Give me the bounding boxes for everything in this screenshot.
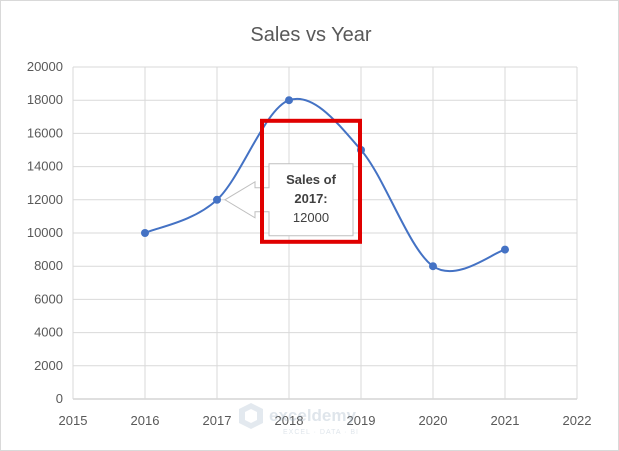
y-tick-label: 14000: [27, 159, 63, 174]
x-tick-label: 2017: [203, 413, 232, 428]
y-axis-tick-labels: 0 2000 4000 6000 8000 10000 12000 14000 16000 180…: [27, 59, 63, 406]
watermark-logo: exceldemy EXCEL · DATA · BI: [239, 403, 359, 436]
data-point-marker: [213, 195, 221, 204]
y-tick-label: 8000: [34, 258, 63, 273]
watermark-tagline: EXCEL · DATA · BI: [283, 429, 359, 436]
x-tick-label: 2019: [347, 413, 376, 428]
x-tick-label: 2016: [131, 413, 160, 428]
callout-shape: [224, 163, 354, 237]
callout-label-line1: Sales of: [286, 172, 337, 187]
data-point-marker: [501, 245, 509, 254]
x-tick-label: 2018: [275, 413, 304, 428]
y-tick-label: 16000: [27, 125, 63, 140]
data-point-marker: [429, 262, 437, 271]
chart-title: Sales vs Year: [250, 24, 372, 46]
y-tick-label: 18000: [27, 92, 63, 107]
watermark-icon: [239, 403, 263, 429]
y-tick-label: 12000: [27, 192, 63, 207]
x-axis-tick-labels: 2015 2016 2017 2018 2019 2020 2021 2022: [59, 413, 592, 428]
y-tick-label: 20000: [27, 59, 63, 74]
x-tick-label: 2015: [59, 413, 88, 428]
watermark-brand: exceldemy: [269, 406, 356, 425]
x-tick-label: 2022: [563, 413, 592, 428]
x-tick-label: 2020: [419, 413, 448, 428]
y-tick-label: 6000: [34, 291, 63, 306]
y-tick-label: 2000: [34, 358, 63, 373]
callout-highlight-box: [260, 118, 362, 244]
callout-value: 12000: [293, 210, 329, 225]
callout-label-line2: 2017:: [294, 191, 327, 206]
data-callout: Sales of 2017: 12000: [224, 118, 362, 244]
y-tick-label: 10000: [27, 225, 63, 240]
data-point-marker: [141, 229, 149, 237]
x-tick-label: 2021: [491, 413, 520, 428]
y-tick-label: 0: [56, 391, 63, 406]
y-tick-label: 4000: [34, 325, 63, 340]
data-point-marker: [285, 96, 293, 105]
